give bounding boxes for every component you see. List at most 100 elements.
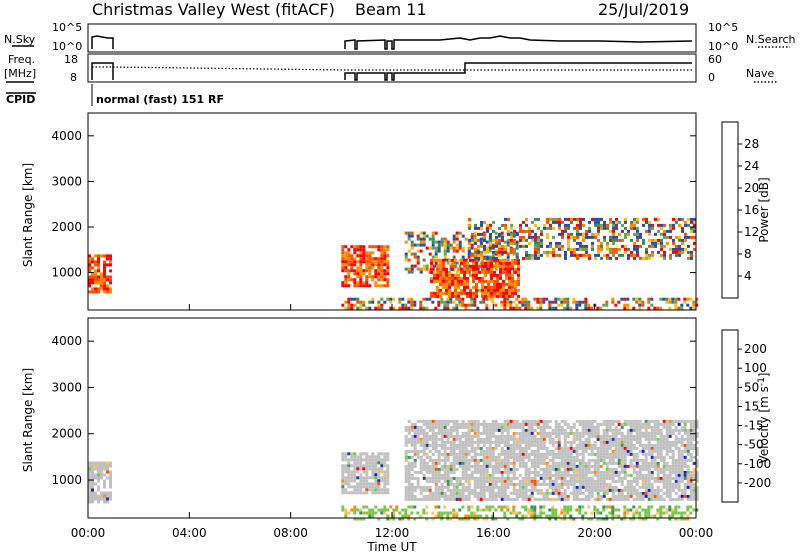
scatter-cell-2 [455,234,459,238]
scatter-cell-5 [455,297,459,301]
scatter-cell-3 [472,279,475,283]
scatter-cell-2 [434,252,438,256]
scatter-cell-2 [560,464,564,468]
scatter-cell-3 [517,294,520,298]
scatter-cell-2 [422,485,426,489]
scatter-cell-2 [572,422,576,426]
scatter-cell-2 [635,497,639,501]
scatter-cell-2 [575,467,579,471]
scatter-cell-1 [362,248,366,252]
scatter-cell-2 [692,461,696,465]
scatter-cell-2 [440,419,444,423]
scatter-cell-0 [97,287,100,291]
scatter-cell-1 [383,248,387,252]
scatter-cell-2 [530,464,534,468]
scatter-cell-2 [485,240,489,244]
scatter-cell-2 [581,434,585,438]
scatter-cell-4 [678,247,681,251]
scatter-cell-5 [494,303,498,307]
scatter-cell-2 [518,479,522,483]
scatter-cell-2 [563,428,567,432]
scatter-cell-4 [537,217,540,221]
scatter-cell-2 [446,479,450,483]
scatter-cell-2 [500,437,504,441]
scatter-cell-2 [683,491,687,495]
scatter-cell-2 [572,497,576,501]
scatter-cell-2 [695,491,699,495]
scatter-cell-1 [377,452,381,456]
scatter-cell-3 [499,258,502,262]
scatter-cell-4 [498,250,501,254]
scatter-cell-2 [419,455,423,459]
scatter-cell-3 [499,273,502,277]
scatter-cell-2 [665,428,669,432]
scatter-cell-2 [638,467,642,471]
scatter-cell-2 [497,479,501,483]
scatter-cell-2 [584,437,588,441]
scatter-cell-2 [506,419,510,423]
scatter-cell-4 [486,250,489,254]
scatter-cell-2 [416,479,420,483]
scatter-cell-5 [479,300,483,304]
scatter-cell-2 [590,446,594,450]
scatter-cell-3 [542,511,546,515]
scatter-cell-2 [566,482,570,486]
scatter-cell-2 [494,491,498,495]
scatter-cell-2 [479,467,483,471]
scatter-cell-2 [419,267,423,271]
scatter-cell-2 [599,497,603,501]
scatter-cell-5 [674,306,678,310]
scatter-cell-3 [460,261,463,265]
scatter-cell-4 [480,241,483,245]
scatter-cell-2 [437,452,441,456]
scatter-cell-4 [660,223,663,227]
scatter-cell-2 [419,270,423,274]
scatter-cell-4 [537,238,540,242]
scatter-cell-2 [647,422,651,426]
scatter-cell-2 [512,419,516,423]
scatter-cell-1 [377,257,381,261]
scatter-cell-2 [653,422,657,426]
scatter-cell-3 [481,267,484,271]
scatter-cell-2 [437,485,441,489]
scatter-cell-2 [554,455,558,459]
scatter-cell-2 [506,494,510,498]
scatter-cell-0 [94,461,97,465]
scatter-cell-3 [502,261,505,265]
scatter-cell-2 [557,452,561,456]
scatter-cell-2 [641,461,645,465]
scatter-cell-4 [516,232,519,236]
scatter-cell-2 [671,419,675,423]
scatter-cell-3 [560,517,564,521]
scatter-cell-0 [88,467,91,471]
scatter-cell-4 [558,223,561,227]
scatter-cell-2 [413,255,417,259]
scatter-cell-2 [545,461,549,465]
scatter-cell-2 [581,428,585,432]
scatter-cell-2 [629,488,633,492]
scatter-cell-4 [654,217,657,221]
scatter-cell-5 [380,306,384,310]
scatter-cell-2 [638,431,642,435]
scatter-cell-2 [626,482,630,486]
scatter-cell-2 [602,449,606,453]
scatter-cell-2 [425,464,429,468]
scatter-cell-2 [680,497,684,501]
scatter-cell-2 [500,449,504,453]
scatter-cell-5 [359,300,363,304]
scatter-cell-3 [448,282,451,286]
scatter-cell-3 [359,508,363,512]
scatter-cell-4 [657,241,660,245]
scatter-cell-2 [671,443,675,447]
scatter-cell-2 [674,440,678,444]
scatter-cell-2 [680,473,684,477]
scatter-cell-5 [638,306,642,310]
scatter-cell-3 [365,511,369,515]
scatter-cell-2 [626,491,630,495]
scatter-cell-2 [404,267,408,271]
scatter-cell-5 [401,303,405,307]
scatter-cell-3 [475,267,478,271]
scatter-cell-3 [635,511,639,515]
scatter-cell-2 [458,479,462,483]
scatter-cell-2 [413,464,417,468]
